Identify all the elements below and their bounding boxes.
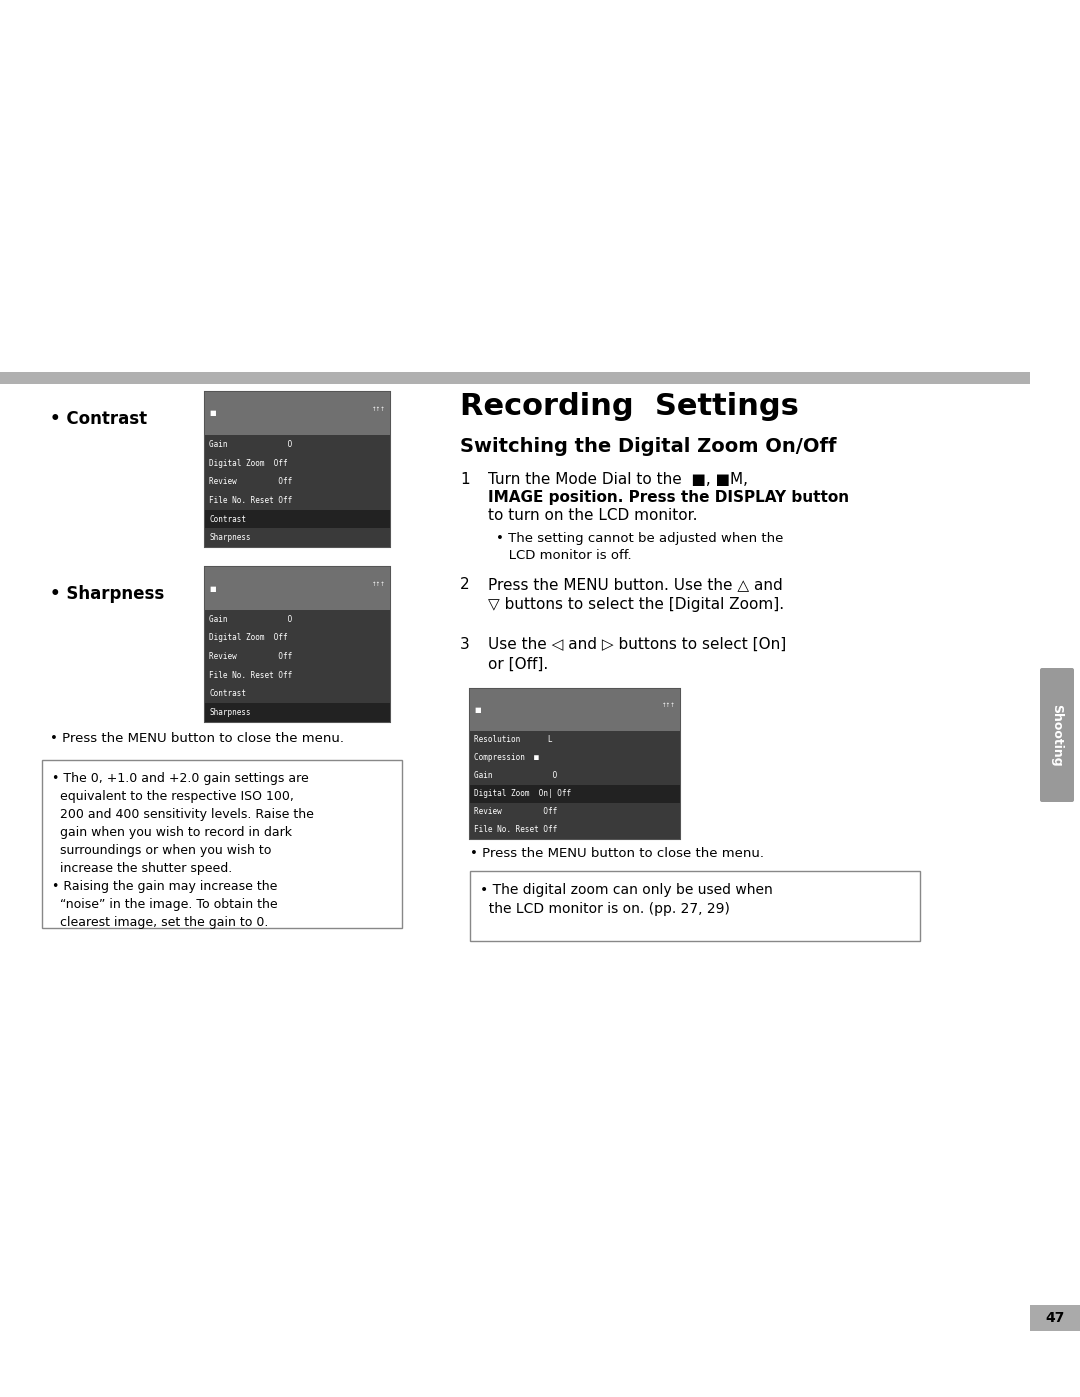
Bar	[470, 803, 680, 821]
Bar	[205, 685, 390, 703]
Bar	[205, 610, 390, 629]
Text: File No. Reset Off: File No. Reset Off	[210, 496, 293, 504]
Text: Use the ◁ and ▷ buttons to select [On]
or [Off].: Use the ◁ and ▷ buttons to select [On] o…	[488, 637, 786, 672]
Text: Review         Off: Review Off	[474, 807, 557, 816]
Bar	[205, 472, 390, 490]
Text: ■: ■	[210, 411, 216, 416]
FancyBboxPatch shape	[1040, 668, 1074, 802]
Text: 2: 2	[460, 577, 470, 592]
Bar	[205, 454, 390, 472]
Bar	[205, 647, 390, 666]
Bar	[470, 821, 680, 840]
Bar	[205, 567, 390, 610]
Bar	[470, 689, 680, 731]
Text: ■: ■	[474, 707, 481, 712]
Text: File No. Reset Off: File No. Reset Off	[474, 826, 557, 834]
Text: File No. Reset Off: File No. Reset Off	[210, 671, 293, 680]
Bar	[205, 528, 390, 548]
Text: Sharpness: Sharpness	[210, 708, 251, 717]
Text: • Press the MENU button to close the menu.: • Press the MENU button to close the men…	[50, 732, 345, 745]
Text: • The 0, +1.0 and +2.0 gain settings are
  equivalent to the respective ISO 100,: • The 0, +1.0 and +2.0 gain settings are…	[52, 773, 314, 929]
Text: Sharpness: Sharpness	[210, 534, 251, 542]
Text: ↑↑↑: ↑↑↑	[373, 407, 386, 412]
Text: 3: 3	[460, 637, 470, 652]
Text: Turn the Mode Dial to the  ■, ■M,: Turn the Mode Dial to the ■, ■M,	[488, 472, 748, 488]
Text: Press the MENU button. Use the △ and
▽ buttons to select the [Digital Zoom].: Press the MENU button. Use the △ and ▽ b…	[488, 577, 784, 612]
Bar	[205, 393, 390, 548]
Bar	[205, 567, 390, 722]
Text: IMAGE position. Press the DISPLAY button: IMAGE position. Press the DISPLAY button	[488, 490, 849, 504]
Bar	[205, 629, 390, 647]
Bar	[205, 434, 390, 454]
Text: Compression  ■: Compression ■	[474, 753, 539, 763]
Bar	[470, 767, 680, 785]
Text: Digital Zoom  On| Off: Digital Zoom On| Off	[474, 789, 571, 799]
Bar	[470, 689, 680, 840]
Text: Gain             O: Gain O	[210, 615, 293, 624]
Text: Digital Zoom  Off: Digital Zoom Off	[210, 633, 287, 643]
Bar	[205, 393, 390, 434]
Text: • Press the MENU button to close the menu.: • Press the MENU button to close the men…	[470, 847, 764, 861]
Text: Gain             O: Gain O	[474, 771, 557, 781]
Bar	[205, 510, 390, 528]
Text: Recording  Settings: Recording Settings	[460, 393, 799, 420]
Text: Resolution      L: Resolution L	[474, 735, 553, 745]
Bar	[1030, 1305, 1080, 1331]
Text: Switching the Digital Zoom On/Off: Switching the Digital Zoom On/Off	[460, 437, 837, 455]
Text: • Contrast: • Contrast	[50, 409, 147, 427]
Text: • The setting cannot be adjusted when the
   LCD monitor is off.: • The setting cannot be adjusted when th…	[496, 532, 783, 562]
Bar	[205, 666, 390, 685]
Text: Review         Off: Review Off	[210, 652, 293, 661]
Bar	[205, 703, 390, 722]
Bar	[0, 372, 1030, 384]
Text: 47: 47	[1045, 1310, 1065, 1324]
Text: ↑↑↑: ↑↑↑	[662, 703, 676, 708]
Bar	[470, 870, 920, 942]
Text: Contrast: Contrast	[210, 690, 246, 698]
Text: Shooting: Shooting	[1051, 704, 1064, 767]
Text: 1: 1	[460, 472, 470, 488]
Text: ■: ■	[210, 585, 216, 591]
Text: • The digital zoom can only be used when
  the LCD monitor is on. (pp. 27, 29): • The digital zoom can only be used when…	[480, 883, 773, 916]
Text: Review         Off: Review Off	[210, 478, 293, 486]
Bar	[470, 749, 680, 767]
Text: Contrast: Contrast	[210, 514, 246, 524]
Text: Digital Zoom  Off: Digital Zoom Off	[210, 458, 287, 468]
Text: ↑↑↑: ↑↑↑	[373, 581, 386, 587]
Text: Gain             O: Gain O	[210, 440, 293, 448]
Text: • Sharpness: • Sharpness	[50, 585, 164, 604]
Text: to turn on the LCD monitor.: to turn on the LCD monitor.	[488, 509, 698, 522]
Bar	[42, 760, 402, 928]
Bar	[205, 490, 390, 510]
Bar	[470, 731, 680, 749]
Bar	[470, 785, 680, 803]
